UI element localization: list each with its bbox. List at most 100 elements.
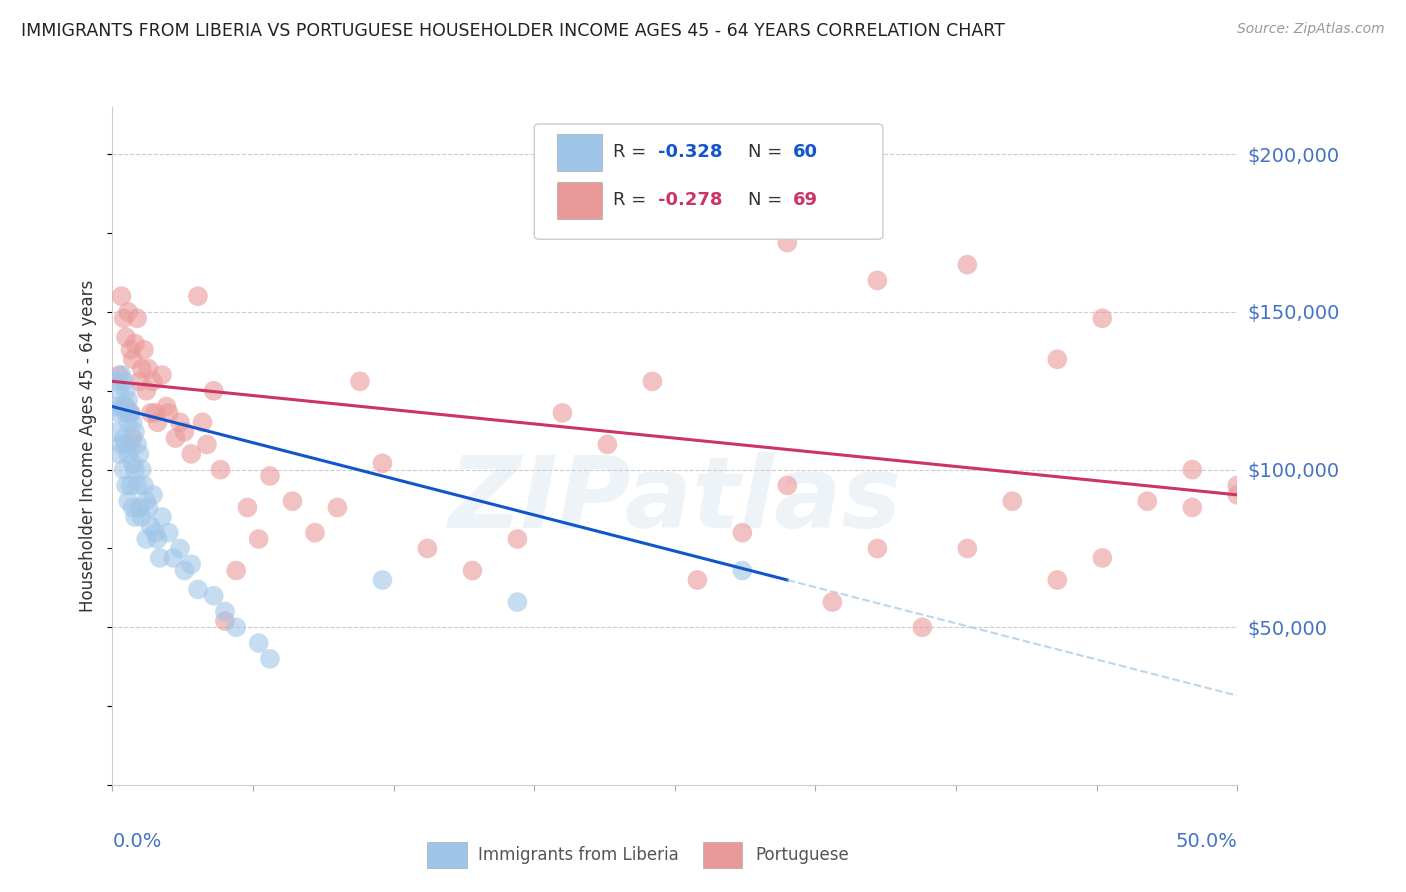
Point: [135, 532, 157, 546]
Point: [866, 541, 889, 556]
Point: [117, 305, 139, 319]
FancyBboxPatch shape: [703, 842, 742, 868]
Point: [112, 463, 135, 477]
Point: [105, 425, 128, 439]
Point: [162, 550, 184, 565]
Point: [120, 343, 142, 357]
Point: [209, 463, 232, 477]
Point: [155, 400, 177, 414]
Text: 50.0%: 50.0%: [1175, 832, 1237, 852]
Text: Source: ZipAtlas.com: Source: ZipAtlas.com: [1237, 22, 1385, 37]
Point: [461, 564, 484, 578]
Point: [1046, 573, 1069, 587]
Point: [142, 375, 165, 389]
Point: [169, 541, 191, 556]
Point: [131, 510, 153, 524]
Text: 0.0%: 0.0%: [112, 832, 162, 852]
Point: [115, 330, 138, 344]
Point: [117, 494, 139, 508]
Point: [143, 406, 166, 420]
Point: [105, 375, 128, 389]
Point: [135, 494, 157, 508]
Point: [121, 456, 143, 470]
Point: [1091, 550, 1114, 565]
Point: [110, 289, 132, 303]
Point: [169, 415, 191, 429]
Point: [731, 525, 754, 540]
Point: [165, 431, 187, 445]
Point: [139, 519, 162, 533]
Point: [139, 406, 162, 420]
Point: [1046, 352, 1069, 367]
Point: [121, 352, 143, 367]
Point: [108, 384, 131, 398]
Text: R =: R =: [613, 191, 652, 209]
Point: [686, 573, 709, 587]
Point: [120, 478, 142, 492]
Point: [124, 425, 146, 439]
Point: [214, 605, 236, 619]
Point: [115, 400, 138, 414]
Point: [416, 541, 439, 556]
Point: [214, 614, 236, 628]
Point: [112, 431, 135, 445]
Point: [911, 620, 934, 634]
Point: [131, 463, 153, 477]
Text: N =: N =: [748, 191, 787, 209]
Point: [731, 564, 754, 578]
Point: [146, 532, 169, 546]
Point: [110, 400, 132, 414]
Point: [326, 500, 349, 515]
Point: [956, 258, 979, 272]
Point: [121, 415, 143, 429]
Point: [128, 500, 150, 515]
Point: [142, 488, 165, 502]
Point: [131, 361, 153, 376]
Point: [112, 311, 135, 326]
Point: [247, 532, 270, 546]
Point: [173, 564, 195, 578]
Text: Immigrants from Liberia: Immigrants from Liberia: [478, 846, 679, 863]
Text: ZIPatlas: ZIPatlas: [449, 451, 901, 549]
Text: 69: 69: [793, 191, 818, 209]
Point: [236, 500, 259, 515]
Point: [187, 289, 209, 303]
Point: [143, 525, 166, 540]
Point: [157, 525, 180, 540]
Point: [115, 406, 138, 420]
Point: [371, 456, 394, 470]
Point: [104, 400, 127, 414]
Point: [124, 336, 146, 351]
Point: [1001, 494, 1024, 508]
Y-axis label: Householder Income Ages 45 - 64 years: Householder Income Ages 45 - 64 years: [79, 280, 97, 612]
Point: [124, 510, 146, 524]
Point: [281, 494, 304, 508]
FancyBboxPatch shape: [427, 842, 467, 868]
Text: 60: 60: [793, 144, 818, 161]
Point: [173, 425, 195, 439]
Text: -0.328: -0.328: [658, 144, 723, 161]
Point: [138, 361, 160, 376]
Point: [187, 582, 209, 597]
Point: [108, 368, 131, 382]
Point: [506, 595, 529, 609]
Point: [304, 525, 326, 540]
Point: [120, 437, 142, 451]
Point: [127, 478, 149, 492]
Point: [149, 550, 172, 565]
Point: [195, 437, 218, 451]
Text: N =: N =: [748, 144, 787, 161]
Point: [132, 343, 155, 357]
Point: [956, 541, 979, 556]
Text: -0.278: -0.278: [658, 191, 723, 209]
Point: [371, 573, 394, 587]
Point: [180, 447, 202, 461]
Point: [128, 375, 150, 389]
Point: [115, 384, 138, 398]
Point: [349, 375, 371, 389]
Point: [117, 447, 139, 461]
FancyBboxPatch shape: [557, 134, 602, 171]
Point: [108, 447, 131, 461]
Point: [117, 415, 139, 429]
Point: [866, 273, 889, 287]
